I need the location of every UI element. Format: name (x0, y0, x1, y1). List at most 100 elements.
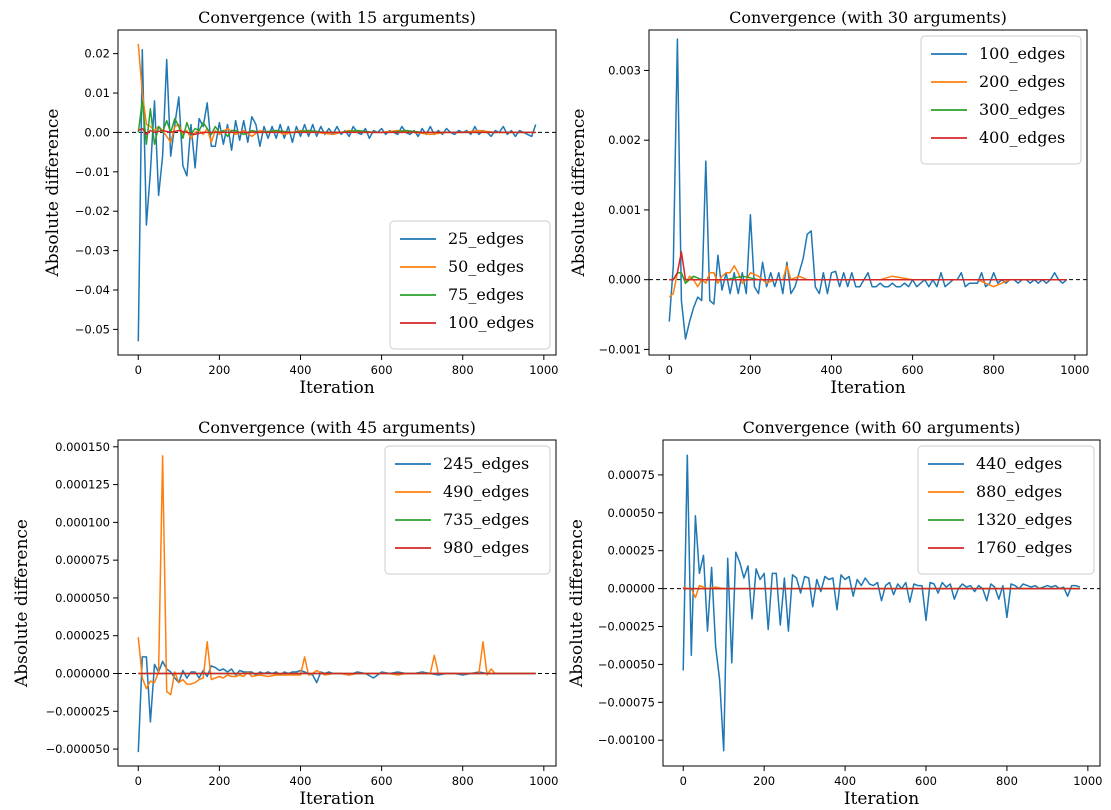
legend-label: 735_edges (443, 510, 529, 529)
y-tick-label: 0.00050 (607, 506, 655, 520)
legend: 440_edges 880_edges 1320_edges 1760_edges (917, 445, 1095, 575)
y-tick-label: −0.05 (75, 322, 110, 336)
y-tick-label: 0.002 (608, 133, 641, 147)
x-tick-label: 1000 (529, 774, 558, 788)
y-tick-label: −0.04 (75, 283, 110, 297)
axes-frame (117, 29, 557, 356)
x-tick-label: 400 (834, 774, 856, 788)
y-tick-label: 0.001 (608, 203, 641, 217)
x-tick-label: 200 (208, 363, 230, 377)
series-line-440_edges (682, 454, 1081, 752)
y-tick-label: −0.00050 (598, 657, 655, 671)
y-tick-label: −0.03 (75, 244, 110, 258)
legend-label: 50_edges (448, 257, 524, 276)
x-tick-label: 0 (135, 363, 142, 377)
legend: 245_edges 490_edges 735_edges 980_edges (384, 445, 551, 575)
x-tick-label: 1000 (529, 363, 558, 377)
x-tick-label: 1000 (1073, 774, 1102, 788)
series-line-400_edges (669, 251, 1067, 281)
axes-frame (648, 29, 1088, 356)
y-tick-label: 0.00025 (607, 544, 655, 558)
legend: 100_edges 200_edges 300_edges 400_edges (920, 35, 1082, 165)
y-tick-label: −0.001 (598, 342, 641, 356)
y-tick-label: 0.00075 (607, 468, 655, 482)
legend: 25_edges 50_edges 75_edges 100_edges (389, 220, 551, 350)
y-tick-label: 0.00 (84, 125, 110, 139)
legend-label: 1760_edges (976, 538, 1072, 557)
y-tick-label: 0.000075 (55, 553, 110, 567)
legend-box (920, 35, 1082, 165)
axes-frame (662, 439, 1101, 767)
y-tick-label: 0.000150 (55, 440, 110, 454)
series-lines (137, 455, 536, 753)
legend-box (389, 220, 551, 350)
x-tick-label: 800 (983, 363, 1005, 377)
y-tick-label: −0.00075 (598, 695, 655, 709)
x-tick-label: 600 (915, 774, 937, 788)
chart-panel-4: Convergence (with 60 arguments) 0 200 400 60… (567, 418, 1103, 809)
x-tick-label: 600 (902, 363, 924, 377)
y-tick-label: 0.000125 (55, 478, 110, 492)
legend-label: 1320_edges (976, 510, 1072, 529)
y-tick-label: −0.02 (75, 204, 110, 218)
legend-label: 440_edges (976, 454, 1062, 473)
y-tick-label: 0.000025 (55, 629, 110, 643)
legend-box (384, 445, 551, 575)
chart-title: Convergence (with 60 arguments) (743, 418, 1021, 437)
x-tick-label: 200 (739, 363, 761, 377)
legend-label: 200_edges (979, 72, 1065, 91)
y-tick-label: 0.000000 (55, 667, 110, 681)
x-axis-label: Iteration (299, 378, 374, 398)
x-tick-label: 800 (452, 774, 474, 788)
legend-label: 75_edges (448, 285, 524, 304)
x-tick-label: 800 (452, 363, 474, 377)
legend-label: 100_edges (979, 44, 1065, 63)
legend-label: 300_edges (979, 100, 1065, 119)
y-tick-label: −0.01 (75, 165, 110, 179)
series-line-100_edges (137, 127, 536, 136)
y-tick-label: 0.000050 (55, 591, 110, 605)
x-tick-label: 0 (666, 363, 673, 377)
x-tick-label: 200 (208, 774, 230, 788)
legend-label: 490_edges (443, 482, 529, 501)
series-line-200_edges (668, 264, 1067, 298)
x-tick-label: 200 (753, 774, 775, 788)
y-tick-label: 0.000100 (55, 515, 110, 529)
y-axis-label: Absolute difference (43, 109, 63, 278)
y-tick-label: 0.003 (608, 63, 641, 77)
y-tick-label: −0.000025 (45, 704, 110, 718)
chart-panel-1: Convergence (with 15 arguments) 0 200 400 60… (43, 8, 558, 398)
series-lines (668, 38, 1068, 340)
y-tick-label: 0.00000 (607, 582, 655, 596)
x-tick-label: 0 (135, 774, 142, 788)
y-axis-label: Absolute difference (567, 519, 587, 688)
chart-title: Convergence (with 30 arguments) (729, 8, 1007, 27)
y-tick-label: 0.000 (608, 273, 641, 287)
x-tick-label: 1000 (1060, 363, 1089, 377)
x-tick-label: 0 (680, 774, 687, 788)
y-tick-label: 0.01 (84, 86, 110, 100)
x-tick-label: 600 (371, 774, 393, 788)
series-line-245_edges (137, 656, 536, 753)
x-tick-label: 400 (821, 363, 843, 377)
series-lines (682, 454, 1081, 752)
x-axis-label: Iteration (844, 789, 919, 809)
axes-frame (117, 439, 557, 767)
y-tick-label: −0.00025 (598, 620, 655, 634)
y-axis-label: Absolute difference (12, 519, 32, 688)
y-tick-label: −0.00100 (598, 733, 655, 747)
x-axis-label: Iteration (299, 789, 374, 809)
legend-box (917, 445, 1095, 575)
y-axis-label: Absolute difference (569, 109, 589, 278)
legend-label: 245_edges (443, 454, 529, 473)
legend-label: 880_edges (976, 482, 1062, 501)
chart-title: Convergence (with 15 arguments) (198, 8, 476, 27)
legend-label: 980_edges (443, 538, 529, 557)
chart-panel-2: Convergence (with 30 arguments) 0 200 400 60… (569, 8, 1089, 398)
series-lines (137, 43, 537, 342)
chart-title: Convergence (with 45 arguments) (198, 418, 476, 437)
legend-label: 400_edges (979, 128, 1065, 147)
x-tick-label: 400 (290, 363, 312, 377)
x-tick-label: 400 (290, 774, 312, 788)
